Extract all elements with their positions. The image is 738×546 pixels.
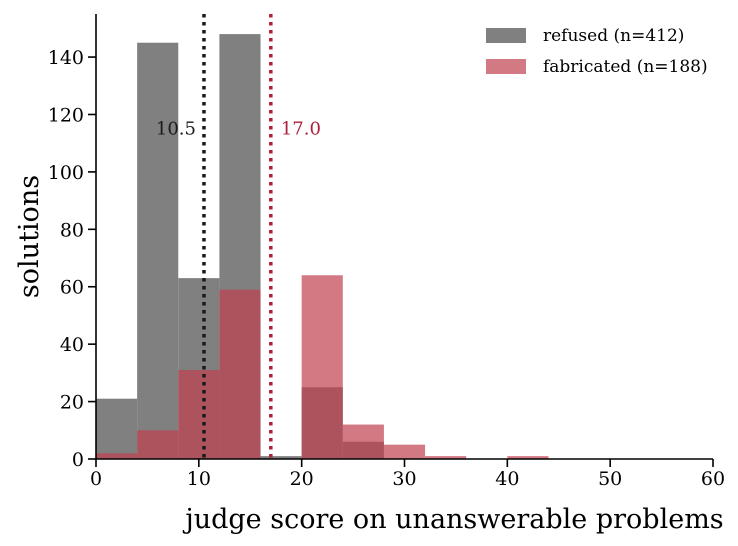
bar-series-0-bin-4 bbox=[260, 456, 302, 459]
y-tick-label: 100 bbox=[48, 162, 84, 184]
x-tick-label: 60 bbox=[701, 468, 725, 490]
reference-line-label-0: 10.5 bbox=[156, 119, 196, 140]
x-tick-label: 40 bbox=[495, 468, 519, 490]
legend-label-0: refused (n=412) bbox=[543, 26, 684, 46]
x-tick-label: 0 bbox=[90, 468, 102, 490]
y-tick-label: 60 bbox=[60, 277, 84, 299]
y-tick-label: 40 bbox=[60, 334, 84, 356]
y-tick-label: 0 bbox=[72, 449, 84, 471]
bar-series-0-bin-1 bbox=[137, 42, 179, 459]
bar-series-1-bin-10 bbox=[507, 456, 549, 459]
bar-series-1-bin-0 bbox=[96, 453, 138, 459]
x-tick-label: 20 bbox=[290, 468, 314, 490]
bar-series-1-bin-7 bbox=[383, 444, 426, 459]
y-tick-label: 20 bbox=[60, 392, 84, 414]
x-tick-label: 10 bbox=[187, 468, 211, 490]
axes-layer: 0 10 20 30 40 50 60 0 20 40 60 80 100 120 140 judge sco… bbox=[14, 14, 725, 535]
y-tick-label: 140 bbox=[48, 47, 84, 69]
bar-series-1-bin-2 bbox=[178, 370, 220, 459]
bar-series-1-bin-6 bbox=[342, 424, 384, 459]
reference-lines-layer: 10.5 17.0 bbox=[156, 14, 321, 459]
x-tick-label: 30 bbox=[392, 468, 416, 490]
legend-swatch-0 bbox=[486, 28, 526, 43]
y-axis-title: solutions bbox=[14, 175, 45, 298]
legend-swatch-1 bbox=[486, 59, 526, 74]
bar-series-0-bin-0 bbox=[96, 398, 138, 459]
bar-series-1-bin-1 bbox=[137, 430, 179, 459]
bar-series-1-bin-5 bbox=[301, 275, 343, 459]
bar-series-1-bin-3 bbox=[219, 289, 261, 459]
bar-series-1-bin-8 bbox=[425, 456, 467, 459]
legend: refused (n=412) fabricated (n=188) bbox=[486, 26, 708, 77]
x-tick-label: 50 bbox=[598, 468, 622, 490]
legend-label-1: fabricated (n=188) bbox=[543, 57, 708, 77]
x-axis-title: judge score on unanswerable problems bbox=[182, 504, 723, 535]
y-tick-label: 80 bbox=[60, 219, 84, 241]
reference-line-label-1: 17.0 bbox=[281, 119, 321, 140]
bars-layer bbox=[96, 34, 549, 460]
y-tick-label: 120 bbox=[48, 104, 84, 126]
